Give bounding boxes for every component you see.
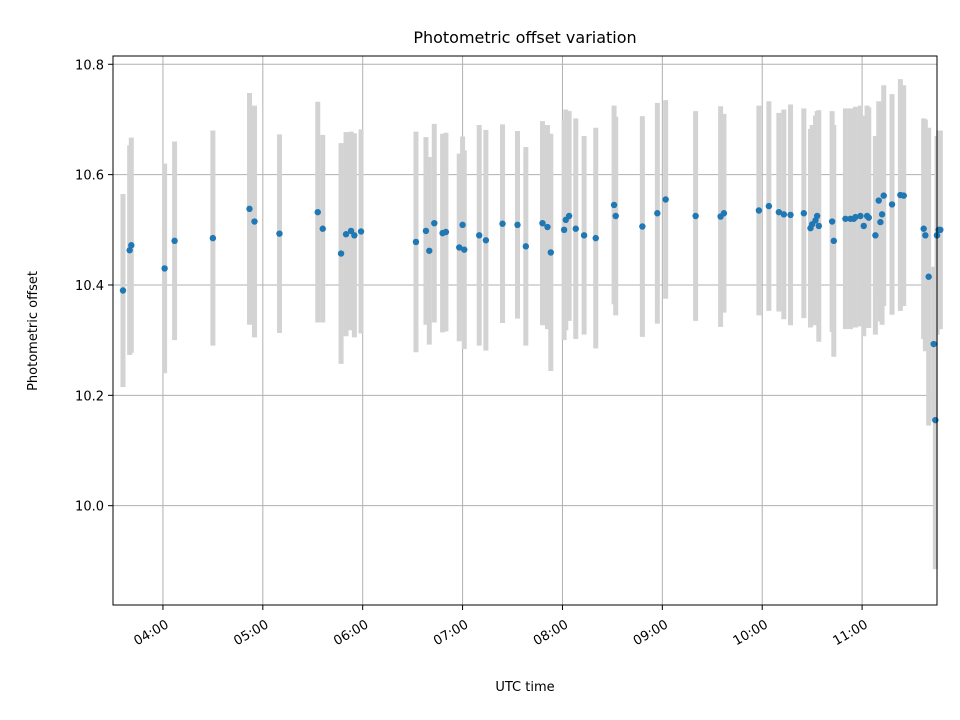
data-point bbox=[539, 219, 546, 227]
data-point bbox=[860, 222, 867, 230]
data-point bbox=[431, 219, 438, 227]
data-point bbox=[351, 232, 358, 239]
data-point bbox=[251, 218, 258, 225]
x-axis-label: UTC time bbox=[495, 680, 554, 695]
data-point bbox=[459, 221, 466, 229]
data-point bbox=[787, 211, 794, 219]
y-tick-label: 10.8 bbox=[75, 58, 104, 73]
data-point bbox=[580, 232, 588, 239]
data-point bbox=[877, 218, 884, 226]
data-point bbox=[780, 211, 788, 218]
data-point bbox=[925, 273, 932, 280]
data-point bbox=[930, 340, 937, 348]
data-point bbox=[857, 212, 864, 220]
data-point bbox=[442, 228, 450, 236]
data-point bbox=[875, 197, 882, 204]
data-point bbox=[880, 192, 887, 199]
data-point bbox=[357, 228, 365, 235]
data-point bbox=[171, 237, 178, 245]
y-axis-label: Photometric offset bbox=[26, 271, 41, 391]
chart-title: Photometric offset variation bbox=[413, 28, 636, 47]
data-point bbox=[209, 234, 217, 242]
data-point bbox=[514, 221, 521, 229]
y-axis: 10.0 10.2 10.4 10.6 10.8 bbox=[75, 58, 113, 515]
data-point bbox=[422, 227, 430, 235]
data-point bbox=[692, 212, 699, 220]
data-point bbox=[412, 238, 420, 246]
y-tick-label: 10.2 bbox=[75, 389, 104, 404]
data-point bbox=[476, 232, 483, 239]
data-point bbox=[932, 416, 939, 424]
data-point bbox=[276, 230, 283, 237]
data-point bbox=[937, 226, 944, 234]
data-point bbox=[775, 208, 783, 216]
data-point bbox=[872, 232, 879, 239]
plot-frame bbox=[112, 55, 938, 606]
data-point bbox=[900, 192, 907, 199]
data-points bbox=[119, 191, 944, 424]
data-point bbox=[830, 237, 837, 245]
data-point bbox=[765, 202, 773, 210]
data-point bbox=[544, 223, 551, 231]
data-point bbox=[499, 220, 506, 227]
y-tick-label: 10.6 bbox=[75, 169, 104, 184]
data-point bbox=[720, 210, 728, 217]
data-point bbox=[522, 243, 530, 250]
y-tick-label: 10.0 bbox=[75, 500, 104, 515]
data-point bbox=[610, 201, 618, 209]
data-point bbox=[815, 222, 823, 230]
data-point bbox=[813, 212, 821, 220]
data-point bbox=[755, 207, 763, 214]
data-point bbox=[888, 201, 896, 208]
data-point bbox=[347, 227, 355, 235]
data-point bbox=[342, 231, 350, 238]
data-point bbox=[337, 250, 345, 257]
data-point bbox=[128, 242, 135, 249]
data-point bbox=[560, 226, 568, 234]
data-point bbox=[161, 265, 168, 272]
data-point bbox=[314, 208, 321, 216]
data-point bbox=[246, 205, 253, 213]
data-point bbox=[662, 196, 669, 203]
data-point bbox=[828, 218, 836, 225]
data-point bbox=[126, 247, 133, 254]
data-point bbox=[612, 212, 619, 220]
data-point bbox=[922, 232, 929, 239]
data-point bbox=[592, 234, 599, 242]
data-point bbox=[852, 213, 859, 221]
data-point bbox=[456, 244, 463, 251]
data-point bbox=[572, 225, 579, 232]
data-point bbox=[920, 225, 927, 232]
data-point bbox=[654, 210, 661, 217]
data-point bbox=[547, 249, 555, 256]
data-point bbox=[842, 215, 849, 222]
y-tick-label: 10.4 bbox=[75, 279, 104, 294]
data-point bbox=[565, 212, 573, 220]
data-point bbox=[482, 237, 490, 244]
data-point bbox=[639, 223, 646, 230]
data-point bbox=[800, 210, 808, 217]
data-point bbox=[119, 287, 127, 294]
data-point bbox=[426, 247, 433, 254]
data-point bbox=[878, 211, 886, 218]
data-point bbox=[319, 225, 326, 232]
data-point bbox=[865, 214, 872, 221]
data-point bbox=[461, 246, 468, 253]
